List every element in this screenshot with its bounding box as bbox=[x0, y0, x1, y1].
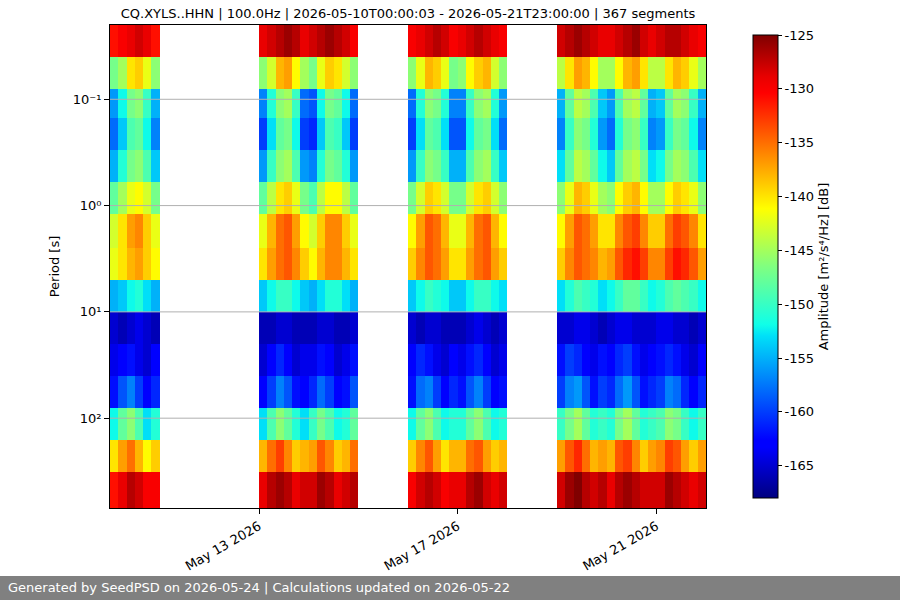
svg-text:10²: 10² bbox=[80, 411, 102, 426]
svg-text:May 13 2026: May 13 2026 bbox=[183, 518, 264, 573]
svg-text:-125: -125 bbox=[785, 28, 815, 43]
svg-text:10¹: 10¹ bbox=[80, 304, 102, 319]
svg-text:-155: -155 bbox=[785, 351, 815, 366]
svg-text:-150: -150 bbox=[785, 297, 815, 312]
svg-text:Amplitude [m²/s⁴/Hz] [dB]: Amplitude [m²/s⁴/Hz] [dB] bbox=[816, 183, 831, 351]
svg-text:May 17 2026: May 17 2026 bbox=[381, 518, 462, 573]
svg-text:May 21 2026: May 21 2026 bbox=[580, 518, 661, 573]
svg-text:-145: -145 bbox=[785, 243, 815, 258]
svg-text:-140: -140 bbox=[785, 189, 815, 204]
svg-text:-135: -135 bbox=[785, 135, 815, 150]
svg-text:-165: -165 bbox=[785, 458, 815, 473]
svg-text:-130: -130 bbox=[785, 81, 815, 96]
svg-text:-160: -160 bbox=[785, 404, 815, 419]
svg-text:Period [s]: Period [s] bbox=[47, 236, 62, 298]
svg-text:CQ.XYLS..HHN | 100.0Hz | 2026-: CQ.XYLS..HHN | 100.0Hz | 2026-05-10T00:0… bbox=[121, 6, 696, 21]
svg-text:10⁻¹: 10⁻¹ bbox=[73, 92, 102, 107]
html-text:Generated by SeedPSD on 2026-0: Generated by SeedPSD on 2026-05-24 | Cal… bbox=[8, 580, 510, 595]
svg-text:10⁰: 10⁰ bbox=[80, 198, 102, 213]
